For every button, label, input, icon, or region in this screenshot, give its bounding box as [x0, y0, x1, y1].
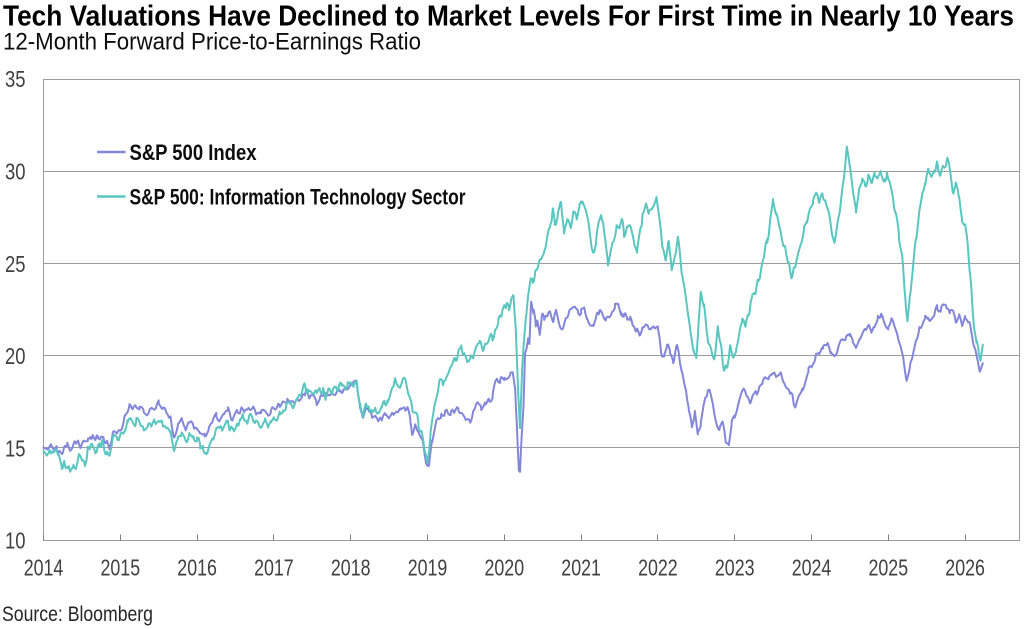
svg-text:12-Month Forward Price-to-Earn: 12-Month Forward Price-to-Earnings Ratio: [3, 29, 421, 56]
svg-text:2019: 2019: [408, 555, 448, 581]
svg-text:Tech Valuations Have Declined: Tech Valuations Have Declined to Market …: [3, 1, 1014, 33]
svg-text:25: 25: [5, 251, 26, 277]
svg-text:2021: 2021: [561, 555, 601, 581]
svg-text:35: 35: [5, 66, 26, 92]
svg-text:Source: Bloomberg: Source: Bloomberg: [2, 602, 153, 626]
svg-text:2026: 2026: [945, 555, 985, 581]
svg-text:2018: 2018: [331, 555, 371, 581]
svg-text:15: 15: [5, 435, 26, 461]
svg-text:S&P 500 Index: S&P 500 Index: [130, 140, 258, 165]
svg-text:2020: 2020: [485, 555, 525, 581]
svg-text:2017: 2017: [254, 555, 294, 581]
svg-text:2014: 2014: [24, 555, 64, 581]
svg-text:2025: 2025: [869, 555, 909, 581]
svg-text:20: 20: [5, 343, 26, 369]
svg-text:10: 10: [5, 528, 26, 554]
svg-text:2015: 2015: [101, 555, 141, 581]
svg-text:2023: 2023: [715, 555, 755, 581]
svg-text:30: 30: [5, 159, 26, 185]
svg-text:2022: 2022: [638, 555, 678, 581]
svg-text:S&P 500: Information Technolog: S&P 500: Information Technology Sector: [130, 185, 466, 210]
svg-text:2016: 2016: [177, 555, 217, 581]
svg-text:2024: 2024: [792, 555, 832, 581]
